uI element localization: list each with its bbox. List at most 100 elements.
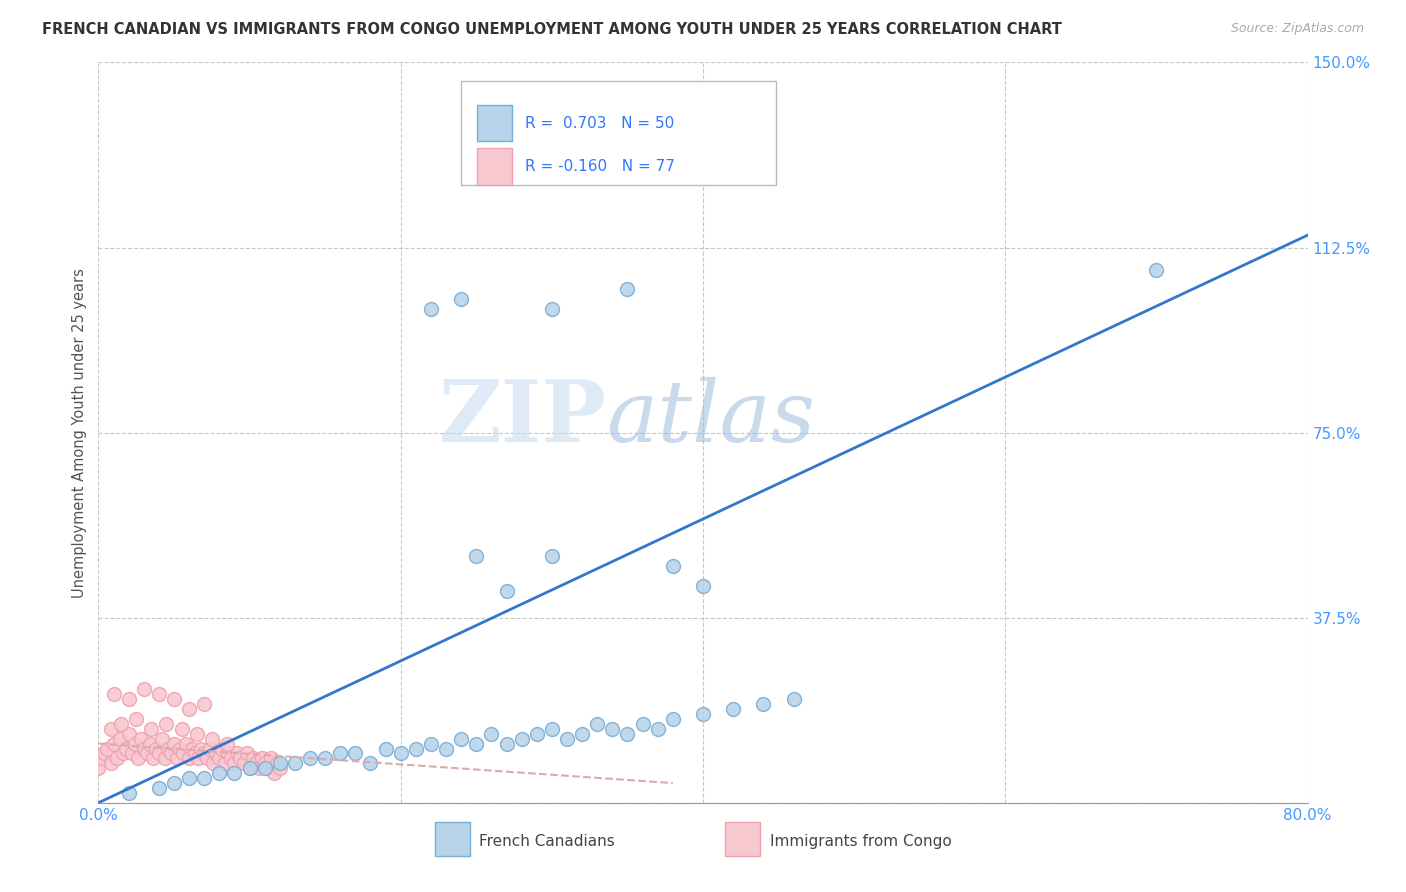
Point: [96, 741, 118, 756]
Point: [434, 741, 457, 756]
Text: R =  0.703   N = 50: R = 0.703 N = 50: [526, 116, 675, 130]
Point: [526, 727, 548, 741]
Point: [616, 283, 638, 297]
Point: [181, 741, 204, 756]
Point: [616, 727, 638, 741]
Point: [108, 731, 131, 746]
Point: [360, 756, 382, 771]
Point: [465, 737, 488, 751]
Point: [179, 702, 201, 716]
Point: [208, 751, 231, 765]
Point: [253, 761, 276, 775]
Point: [132, 741, 155, 756]
Point: [153, 751, 176, 765]
Point: [121, 747, 143, 761]
Point: [148, 780, 170, 795]
Point: [127, 751, 149, 765]
FancyBboxPatch shape: [461, 81, 776, 185]
Point: [186, 727, 208, 741]
Point: [103, 687, 125, 701]
Point: [156, 741, 179, 756]
Point: [481, 727, 503, 741]
Point: [465, 549, 488, 563]
Point: [142, 751, 165, 765]
Point: [160, 747, 183, 761]
Text: Immigrants from Congo: Immigrants from Congo: [769, 834, 952, 849]
Point: [224, 766, 246, 780]
Point: [405, 741, 427, 756]
Y-axis label: Unemployment Among Youth under 25 years: Unemployment Among Youth under 25 years: [72, 268, 87, 598]
Point: [235, 747, 257, 761]
Point: [221, 751, 243, 765]
Point: [374, 741, 396, 756]
Point: [232, 756, 254, 771]
Point: [420, 737, 443, 751]
Point: [329, 747, 352, 761]
Point: [195, 751, 218, 765]
Point: [163, 692, 186, 706]
Point: [125, 712, 148, 726]
Point: [118, 786, 141, 800]
FancyBboxPatch shape: [477, 105, 512, 141]
Point: [139, 737, 162, 751]
Point: [783, 692, 806, 706]
Point: [208, 766, 231, 780]
Point: [555, 731, 578, 746]
Point: [169, 741, 191, 756]
Point: [172, 747, 194, 761]
Point: [631, 716, 654, 731]
Point: [179, 771, 201, 785]
Point: [239, 761, 262, 775]
Point: [193, 771, 215, 785]
Point: [100, 756, 122, 771]
Point: [87, 761, 110, 775]
Point: [540, 722, 562, 736]
Point: [224, 756, 246, 771]
FancyBboxPatch shape: [434, 822, 470, 856]
Point: [314, 751, 336, 765]
Point: [245, 756, 267, 771]
Point: [269, 761, 291, 775]
Text: Source: ZipAtlas.com: Source: ZipAtlas.com: [1230, 22, 1364, 36]
Point: [450, 293, 472, 307]
Point: [190, 741, 212, 756]
Point: [129, 731, 152, 746]
Point: [723, 702, 745, 716]
Point: [752, 697, 775, 711]
Point: [647, 722, 669, 736]
Point: [250, 751, 273, 765]
Point: [495, 583, 517, 598]
Point: [247, 761, 270, 775]
Point: [202, 756, 225, 771]
Point: [184, 747, 207, 761]
Point: [450, 731, 472, 746]
Point: [187, 751, 209, 765]
Point: [124, 737, 146, 751]
Point: [256, 761, 278, 775]
Point: [114, 741, 136, 756]
Point: [205, 747, 228, 761]
Point: [344, 747, 367, 761]
Point: [148, 747, 170, 761]
Point: [150, 731, 173, 746]
Point: [105, 751, 128, 765]
Point: [1144, 262, 1167, 277]
Point: [586, 716, 609, 731]
Point: [661, 712, 683, 726]
Point: [93, 747, 115, 761]
Point: [166, 751, 188, 765]
Point: [201, 731, 224, 746]
FancyBboxPatch shape: [724, 822, 759, 856]
Point: [110, 716, 132, 731]
Point: [200, 741, 222, 756]
Point: [118, 727, 141, 741]
FancyBboxPatch shape: [477, 148, 512, 185]
Point: [170, 722, 193, 736]
Point: [193, 697, 215, 711]
Point: [103, 737, 125, 751]
Point: [661, 558, 683, 573]
Point: [260, 751, 283, 765]
Point: [214, 756, 236, 771]
Text: ZIP: ZIP: [439, 376, 606, 459]
Point: [284, 756, 307, 771]
